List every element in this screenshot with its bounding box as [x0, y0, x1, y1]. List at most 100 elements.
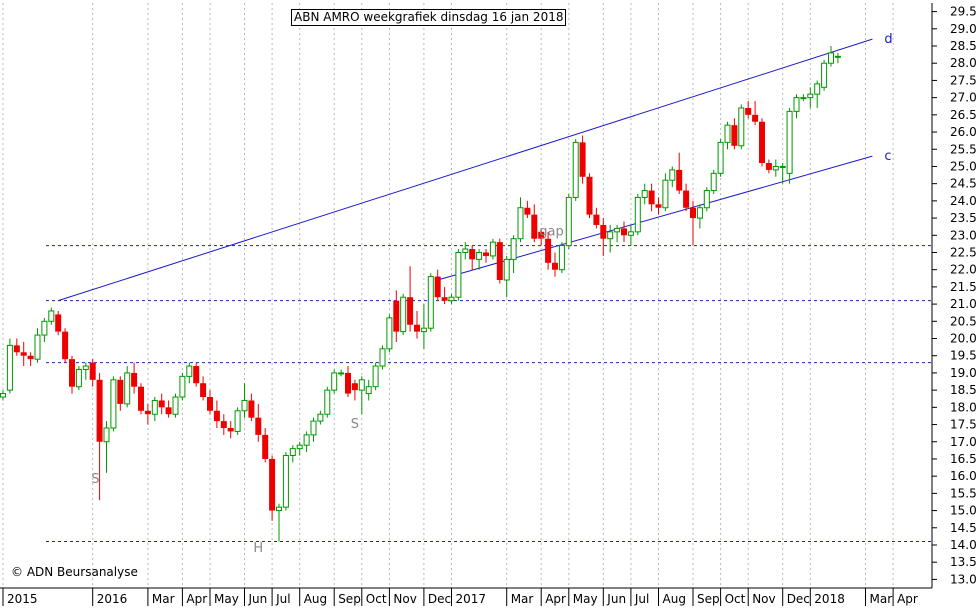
- x-tick-label: Mar: [152, 592, 175, 606]
- x-tick-label: Apr: [186, 592, 207, 606]
- x-tick-label: 2017: [456, 592, 487, 606]
- candle-body-up: [828, 52, 834, 64]
- candlesticks: [0, 46, 841, 542]
- candle-body-up: [448, 296, 455, 302]
- candle-body-down: [434, 276, 441, 298]
- candle-body-down: [552, 262, 558, 270]
- candle-body-up: [669, 169, 676, 181]
- y-tick-label: 22.5: [950, 245, 977, 259]
- candle-body-down: [752, 114, 759, 122]
- candle-body-up: [427, 276, 434, 329]
- x-tick-label: Oct: [725, 592, 746, 606]
- y-tick-label: 21.5: [950, 280, 977, 294]
- x-tick-label: Jul: [634, 592, 649, 606]
- y-tick-label: 29.5: [950, 5, 977, 19]
- candle-body-up: [517, 207, 524, 240]
- y-tick-label: 29.0: [950, 22, 977, 36]
- x-tick-label: Jul: [275, 592, 290, 606]
- chart-annotation: S: [91, 472, 99, 487]
- y-tick-label: 15.0: [950, 504, 977, 518]
- grid-lines: [2, 3, 894, 588]
- candle-body-up: [296, 444, 303, 450]
- candle-body-up: [558, 245, 565, 271]
- candle-body-up: [834, 55, 841, 58]
- candle-body-up: [386, 317, 393, 350]
- candle-body-up: [772, 165, 779, 171]
- copyright-label: © ADN Beursanalyse: [11, 565, 138, 579]
- y-tick-label: 23.5: [950, 211, 977, 225]
- candle-body-up: [48, 310, 55, 322]
- y-tick-label: 27.5: [950, 73, 977, 87]
- x-tick-label: Sep: [697, 592, 720, 606]
- candle-body-up: [34, 334, 41, 360]
- candle-body-down: [158, 400, 165, 408]
- x-tick-label: Mar: [870, 592, 893, 606]
- candle-body-up: [331, 372, 338, 391]
- candle-body-down: [13, 345, 20, 353]
- y-tick-label: 14.5: [950, 521, 977, 535]
- chart-annotation: S: [351, 417, 359, 432]
- candle-body-up: [710, 172, 717, 192]
- candle-body-up: [82, 365, 89, 370]
- candle-body-down: [255, 417, 262, 435]
- y-tick-label: 22.0: [950, 263, 977, 277]
- candle-body-up: [807, 93, 814, 99]
- x-tick-label: Nov: [393, 592, 416, 606]
- x-tick-label: Mar: [511, 592, 534, 606]
- x-tick-label: Oct: [366, 592, 387, 606]
- candle-body-up: [317, 413, 324, 422]
- candle-body-up: [41, 320, 48, 336]
- horizontal-support-lines: [46, 245, 932, 543]
- candle-body-up: [821, 62, 828, 88]
- candle-body-down: [441, 297, 448, 301]
- y-tick-label: 26.5: [950, 108, 977, 122]
- y-tick-label: 27.0: [950, 91, 977, 105]
- candle-body-up: [779, 165, 786, 168]
- candle-body-down: [213, 410, 220, 422]
- y-tick-label: 17.5: [950, 418, 977, 432]
- trend-channel-lines: dc: [58, 32, 893, 302]
- candle-body-down: [269, 458, 276, 511]
- candle-body-down: [220, 421, 227, 428]
- candle-body-down: [165, 407, 172, 415]
- trendline-d: [58, 38, 873, 302]
- candle-body-down: [676, 169, 683, 191]
- x-tick-label: Aug: [304, 592, 327, 606]
- y-tick-label: 20.0: [950, 332, 977, 346]
- candle-body-up: [793, 97, 800, 112]
- candle-body-up: [565, 196, 572, 247]
- candle-body-down: [62, 331, 69, 360]
- candle-body-up: [151, 399, 158, 415]
- candle-body-up: [724, 124, 731, 143]
- candle-body-down: [759, 121, 765, 164]
- y-tick-label: 18.5: [950, 383, 977, 397]
- candle-body-down: [683, 190, 690, 208]
- candle-body-down: [655, 204, 662, 208]
- x-tick-label: Sep: [338, 592, 361, 606]
- candle-body-down: [131, 372, 138, 387]
- y-tick-label: 16.0: [950, 469, 977, 483]
- candle-body-down: [483, 252, 489, 256]
- candle-body-down: [193, 366, 200, 384]
- candle-body-down: [144, 410, 151, 415]
- candle-body-up: [476, 251, 483, 260]
- candle-body-up: [420, 327, 427, 333]
- candle-body-down: [496, 242, 503, 281]
- candle-body-up: [614, 227, 621, 233]
- y-tick-label: 20.5: [950, 314, 977, 328]
- candle-body-up: [358, 379, 365, 391]
- candle-body-up: [186, 365, 193, 377]
- candle-body-up: [489, 241, 496, 257]
- candle-body-down: [731, 125, 738, 146]
- candle-body-down: [138, 386, 144, 411]
- y-tick-label: 17.0: [950, 435, 977, 449]
- trendline-label: d: [884, 32, 892, 47]
- candle-body-up: [282, 455, 289, 508]
- candle-body-up: [814, 83, 821, 95]
- candle-body-down: [621, 228, 627, 236]
- candle-body-down: [469, 249, 476, 260]
- y-tick-label: 18.0: [950, 400, 977, 414]
- y-tick-label: 24.5: [950, 177, 977, 191]
